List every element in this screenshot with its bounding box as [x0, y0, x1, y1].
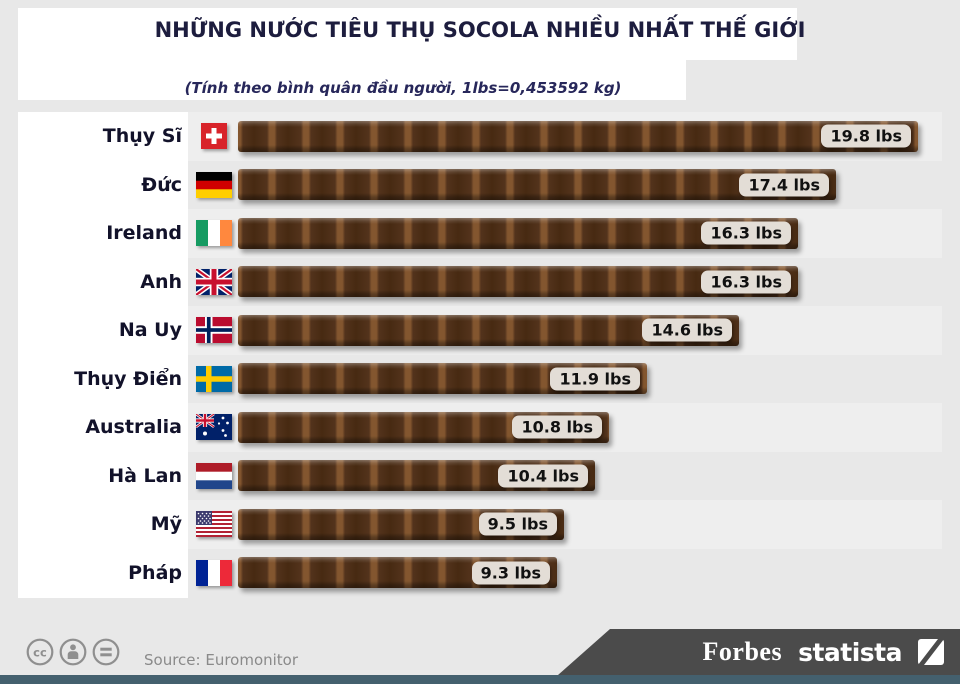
flag-uk-icon [196, 268, 232, 295]
bar-track: 17.4 lbs [238, 169, 942, 201]
chart-row: Thụy Điển 11.9 lbs [18, 355, 942, 404]
country-label: Ireland [106, 222, 182, 245]
bar-track: 14.6 lbs [238, 314, 942, 346]
chocolate-bar: 16.3 lbs [238, 217, 798, 249]
chocolate-bar: 17.4 lbs [238, 169, 836, 201]
statista-logo-icon[interactable] [918, 639, 944, 665]
value-label: 10.4 lbs [498, 464, 588, 488]
forbes-logo[interactable]: Forbes [702, 637, 783, 666]
bottom-strip [0, 675, 960, 684]
flag-netherlands-icon [196, 462, 232, 489]
value-label: 9.3 lbs [471, 561, 550, 585]
country-label: Australia [85, 416, 182, 439]
bar-track: 9.5 lbs [238, 508, 942, 540]
statista-logo[interactable]: statista [798, 637, 902, 667]
cc-icon[interactable]: cc [26, 638, 54, 666]
bar-track: 11.9 lbs [238, 363, 942, 395]
chart-row: Ireland 16.3 lbs [18, 209, 942, 258]
page-title: NHỮNG NƯỚC TIÊU THỤ SOCOLA NHIỀU NHẤT TH… [154, 18, 806, 42]
country-label: Hà Lan [108, 464, 182, 487]
chart-row: Mỹ 9.5 lbs [18, 500, 942, 549]
svg-text:cc: cc [33, 645, 47, 659]
bar-track: 16.3 lbs [238, 217, 942, 249]
country-label: Na Uy [118, 319, 182, 342]
value-label: 11.9 lbs [550, 367, 640, 391]
flag-usa-icon [196, 511, 232, 538]
attribution-person-icon[interactable] [59, 638, 87, 666]
country-label: Đức [141, 173, 182, 196]
chart-row: Na Uy 14.6 lbs [18, 306, 942, 355]
page-subtitle: (Tính theo bình quân đầu người, 1lbs=0,4… [184, 79, 622, 97]
chocolate-bar: 10.4 lbs [238, 460, 595, 492]
chocolate-bar: 16.3 lbs [238, 266, 798, 298]
value-label: 16.3 lbs [701, 221, 791, 245]
chart-rows: Thụy Sĩ 19.8 lbs Đức 17.4 lbs Ireland 16.3 lb… [18, 112, 942, 597]
label-column-background [18, 112, 188, 598]
bar-track: 10.4 lbs [238, 460, 942, 492]
chocolate-bar: 19.8 lbs [238, 120, 918, 152]
flag-france-icon [196, 559, 232, 586]
chocolate-bar: 11.9 lbs [238, 363, 647, 395]
chocolate-bar: 14.6 lbs [238, 314, 739, 346]
flag-switzerland-icon [196, 123, 232, 150]
country-label: Mỹ [150, 513, 182, 536]
value-label: 10.8 lbs [512, 415, 602, 439]
flag-norway-icon [196, 317, 232, 344]
brand-banner: Forbes statista [558, 629, 960, 675]
country-label: Thụy Sĩ [102, 125, 182, 148]
bar-track: 9.3 lbs [238, 557, 942, 589]
flag-australia-icon [196, 414, 232, 441]
bar-track: 19.8 lbs [238, 120, 942, 152]
country-label: Thụy Điển [74, 367, 182, 390]
value-label: 17.4 lbs [739, 173, 829, 197]
value-label: 14.6 lbs [642, 318, 732, 342]
country-label: Anh [140, 270, 182, 293]
value-label: 16.3 lbs [701, 270, 791, 294]
value-label: 19.8 lbs [821, 124, 911, 148]
bar-track: 10.8 lbs [238, 411, 942, 443]
flag-ireland-icon [196, 220, 232, 247]
flag-germany-icon [196, 171, 232, 198]
chart-row: Hà Lan 10.4 lbs [18, 452, 942, 501]
chocolate-bar: 10.8 lbs [238, 411, 609, 443]
header-background-top [18, 8, 797, 60]
chocolate-bar: 9.3 lbs [238, 557, 557, 589]
chart-row: Australia 10.8 lbs [18, 403, 942, 452]
chart-row: Anh 16.3 lbs [18, 258, 942, 307]
flag-sweden-icon [196, 365, 232, 392]
chart-row: Pháp 9.3 lbs [18, 549, 942, 598]
equals-icon[interactable] [92, 638, 120, 666]
chocolate-bar: 9.5 lbs [238, 508, 564, 540]
source-text: Source: Euromonitor [144, 651, 299, 669]
header-background-bottom [18, 60, 686, 100]
chart-row: Đức 17.4 lbs [18, 161, 942, 210]
value-label: 9.5 lbs [478, 512, 557, 536]
bar-track: 16.3 lbs [238, 266, 942, 298]
cc-license-group[interactable]: cc [26, 638, 120, 666]
country-label: Pháp [128, 561, 182, 584]
chart-row: Thụy Sĩ 19.8 lbs [18, 112, 942, 161]
